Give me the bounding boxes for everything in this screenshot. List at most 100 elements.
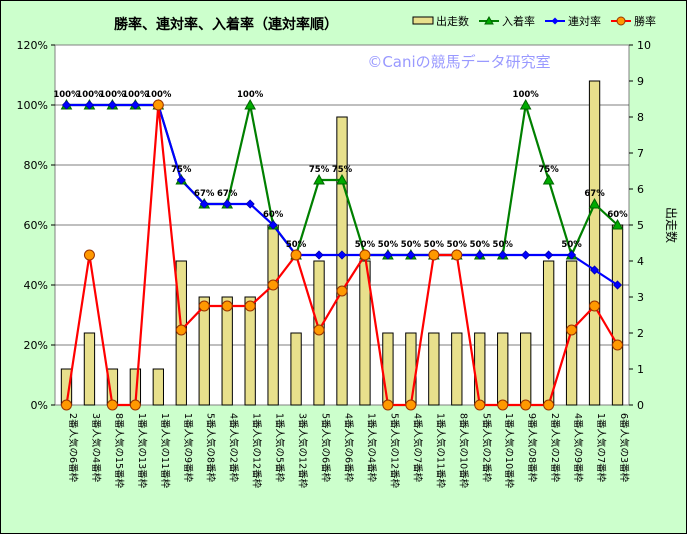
marker-win [382, 399, 394, 411]
data-label: 50% [493, 240, 514, 250]
legend-marker [484, 15, 494, 25]
y2-tick-label: 7 [637, 147, 644, 160]
marker-win [428, 249, 440, 261]
marker-rentai [222, 199, 232, 209]
marker-rentai [544, 250, 554, 260]
bar-starts [267, 224, 279, 406]
x-tick-label: 1番人気の5番枠 [274, 413, 286, 483]
marker-win [336, 285, 348, 297]
marker-win [290, 249, 302, 261]
marker-rentai [498, 250, 508, 260]
marker-rentai [314, 250, 324, 260]
bar-starts [474, 332, 486, 406]
marker-rentai [268, 220, 278, 230]
bar-starts [451, 332, 463, 406]
x-tick-label: 1番人気の9番枠 [182, 413, 194, 483]
bar-starts [336, 116, 348, 406]
marker-rentai [612, 280, 623, 290]
marker-win [359, 249, 371, 261]
marker-rentai [130, 100, 140, 110]
legend: 出走数 入着率 連対率 勝率 [412, 14, 656, 28]
marker-win [60, 399, 72, 411]
data-label: 50% [447, 240, 468, 250]
legend-label: 連対率 [568, 14, 601, 28]
marker-win [83, 249, 95, 261]
data-label: 100% [53, 90, 80, 100]
x-tick-label: 3番人気の12番枠 [297, 413, 309, 489]
chart-title: 勝率、連対率、入着率（連対率順） [114, 16, 338, 33]
bar-starts [611, 224, 624, 406]
marker-rentai [567, 250, 577, 260]
bar-starts [520, 332, 532, 406]
marker-rentai [475, 250, 485, 260]
y2-tick-label: 9 [637, 75, 644, 88]
bar-starts [244, 296, 256, 406]
x-tick-label: 1番人気の11番枠 [159, 413, 171, 489]
marker-placed [588, 197, 601, 209]
bar-starts [428, 332, 440, 406]
data-label: 67% [217, 189, 238, 199]
data-label: 75% [309, 165, 330, 175]
bar-starts [198, 296, 210, 406]
marker-placed [244, 98, 257, 110]
x-tick-label: 1番人気の12番枠 [251, 413, 263, 489]
x-tick-label: 4番人気の2番枠 [228, 413, 240, 483]
y2-tick-label: 5 [637, 219, 644, 232]
data-label: 100% [99, 90, 126, 100]
x-tick-label: 5番人気の12番枠 [388, 413, 400, 489]
bar-starts [152, 368, 164, 406]
marker-win [405, 399, 417, 411]
data-label: 67% [194, 189, 215, 199]
marker-win [221, 300, 233, 312]
data-label: 50% [401, 240, 422, 250]
marker-placed [611, 218, 624, 230]
y-tick-label: 100% [17, 99, 48, 112]
x-tick-label: 8番人気の10番枠 [457, 413, 469, 489]
x-tick-label: 3番人気の4番枠 [90, 413, 102, 483]
marker-rentai [245, 199, 255, 209]
bar-starts [497, 332, 509, 406]
marker-rentai [61, 100, 72, 110]
bar-starts [542, 260, 555, 406]
marker-win [566, 324, 578, 336]
data-label: 60% [607, 210, 628, 220]
data-label: 60% [263, 210, 284, 220]
x-tick-label: 6番人気の3番枠 [618, 413, 630, 483]
data-label: 75% [171, 165, 192, 175]
marker-win [267, 279, 279, 291]
data-label: 50% [561, 240, 582, 250]
bar-starts [405, 332, 417, 406]
data-label: 50% [424, 240, 445, 250]
x-tick-label: 1番人気の10番枠 [503, 413, 515, 489]
marker-rentai [589, 265, 600, 275]
y-tick-label: 120% [17, 39, 48, 52]
marker-win [497, 399, 509, 411]
marker-rentai [84, 100, 95, 110]
bar-starts [221, 296, 233, 406]
legend-marker [551, 17, 559, 25]
x-tick-label: 5番人気の8番枠 [205, 413, 217, 483]
marker-win [313, 324, 325, 336]
data-label: 100% [237, 90, 264, 100]
marker-win [451, 249, 463, 261]
data-label: 75% [332, 165, 353, 175]
legend-label: 出走数 [436, 14, 469, 28]
marker-win [175, 324, 187, 336]
legend-label: 入着率 [502, 14, 535, 28]
marker-win [198, 300, 210, 312]
bar-starts [83, 332, 96, 406]
marker-rentai [383, 250, 393, 260]
legend-label: 勝率 [634, 14, 656, 28]
x-tick-label: 1番人気の7番枠 [595, 413, 607, 483]
data-label: 75% [538, 165, 559, 175]
y2-tick-label: 1 [637, 363, 644, 376]
y2-tick-label: 0 [637, 399, 644, 412]
marker-win [152, 99, 164, 111]
legend-swatch-bar [412, 16, 434, 25]
x-tick-label: 4番人気の7番枠 [411, 413, 423, 483]
x-tick-label: 9番人気の8番枠 [526, 413, 538, 483]
marker-win [543, 399, 555, 411]
data-label: 100% [76, 90, 103, 100]
